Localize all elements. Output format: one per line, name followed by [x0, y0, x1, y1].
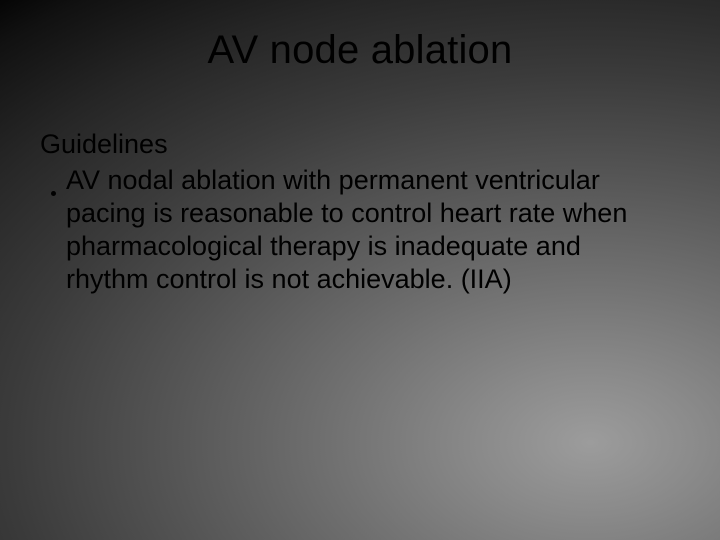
bullet-item: AV nodal ablation with permanent ventric… — [40, 164, 660, 296]
slide-content: Guidelines AV nodal ablation with perman… — [40, 128, 660, 296]
slide-title: AV node ablation — [0, 28, 720, 73]
content-subheading: Guidelines — [40, 128, 660, 162]
bullet-marker — [40, 164, 66, 210]
slide: AV node ablation Guidelines AV nodal abl… — [0, 0, 720, 540]
bullet-text: AV nodal ablation with permanent ventric… — [66, 164, 660, 296]
